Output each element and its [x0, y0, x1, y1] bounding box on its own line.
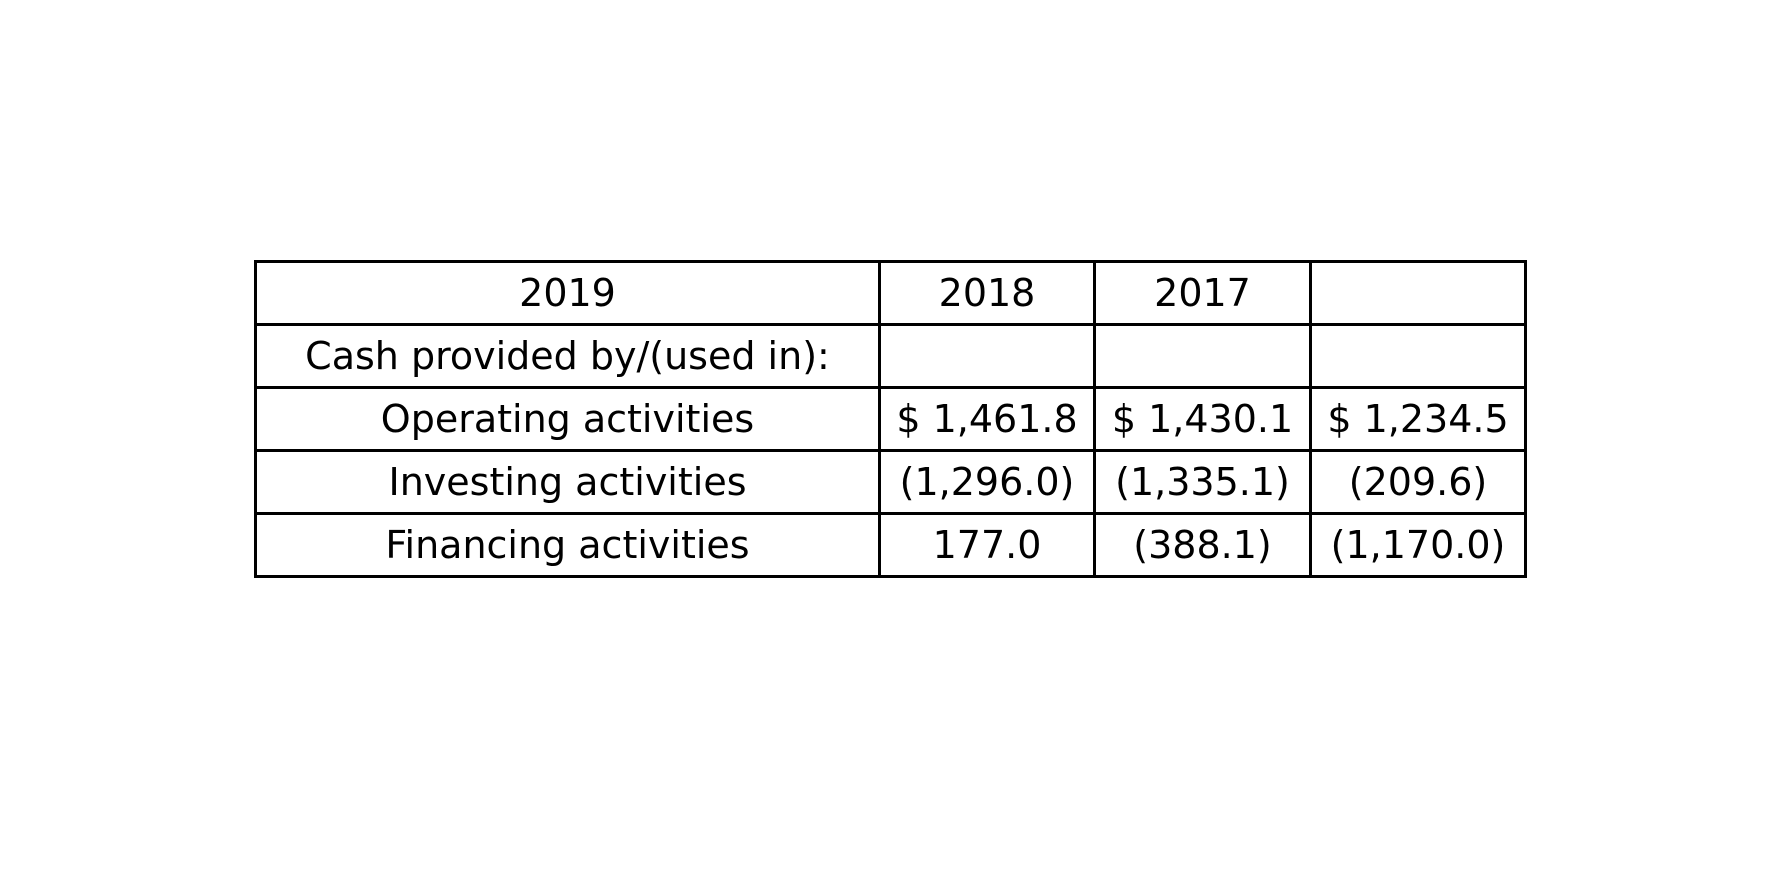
header-cell	[1309, 260, 1527, 326]
table-cell: (1,335.1)	[1093, 449, 1312, 515]
table-cell	[878, 323, 1096, 389]
table-row: Financing activities 177.0 (388.1) (1,17…	[254, 512, 1527, 578]
row-label: Cash provided by/(used in):	[254, 323, 881, 389]
row-label: Investing activities	[254, 449, 881, 515]
header-cell: 2017	[1093, 260, 1312, 326]
table-cell: (1,296.0)	[878, 449, 1096, 515]
table-header-row: 2019 2018 2017	[254, 260, 1527, 326]
table-cell: $ 1,430.1	[1093, 386, 1312, 452]
header-cell: 2019	[254, 260, 881, 326]
table-cell: (388.1)	[1093, 512, 1312, 578]
table-cell: (209.6)	[1309, 449, 1527, 515]
row-label: Financing activities	[254, 512, 881, 578]
table-cell	[1309, 323, 1527, 389]
cash-flow-table-container: 2019 2018 2017 Cash provided by/(used in…	[254, 260, 1527, 578]
table-cell: 177.0	[878, 512, 1096, 578]
table-cell: $ 1,234.5	[1309, 386, 1527, 452]
table-row: Operating activities $ 1,461.8 $ 1,430.1…	[254, 386, 1527, 452]
header-cell: 2018	[878, 260, 1096, 326]
table-cell: $ 1,461.8	[878, 386, 1096, 452]
cash-flow-table: 2019 2018 2017 Cash provided by/(used in…	[254, 260, 1527, 578]
table-cell: (1,170.0)	[1309, 512, 1527, 578]
row-label: Operating activities	[254, 386, 881, 452]
table-row: Cash provided by/(used in):	[254, 323, 1527, 389]
table-cell	[1093, 323, 1312, 389]
table-row: Investing activities (1,296.0) (1,335.1)…	[254, 449, 1527, 515]
